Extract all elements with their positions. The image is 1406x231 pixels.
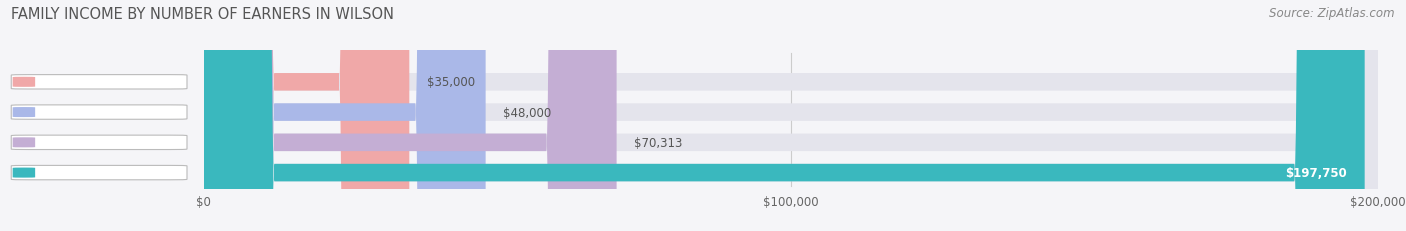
FancyBboxPatch shape <box>204 0 485 231</box>
FancyBboxPatch shape <box>204 0 409 231</box>
Text: 3+ Earners: 3+ Earners <box>80 166 146 179</box>
FancyBboxPatch shape <box>204 0 617 231</box>
Text: No Earners: No Earners <box>80 76 146 89</box>
FancyBboxPatch shape <box>204 0 1378 231</box>
Text: $35,000: $35,000 <box>427 76 475 89</box>
Text: FAMILY INCOME BY NUMBER OF EARNERS IN WILSON: FAMILY INCOME BY NUMBER OF EARNERS IN WI… <box>11 7 394 22</box>
FancyBboxPatch shape <box>204 0 1378 231</box>
Text: 2 Earners: 2 Earners <box>84 136 142 149</box>
Text: $70,313: $70,313 <box>634 136 682 149</box>
FancyBboxPatch shape <box>204 0 1378 231</box>
FancyBboxPatch shape <box>204 0 1365 231</box>
FancyBboxPatch shape <box>204 0 1378 231</box>
Text: 1 Earner: 1 Earner <box>89 106 138 119</box>
Text: $197,750: $197,750 <box>1285 166 1347 179</box>
Text: $48,000: $48,000 <box>503 106 551 119</box>
Text: Source: ZipAtlas.com: Source: ZipAtlas.com <box>1270 7 1395 20</box>
